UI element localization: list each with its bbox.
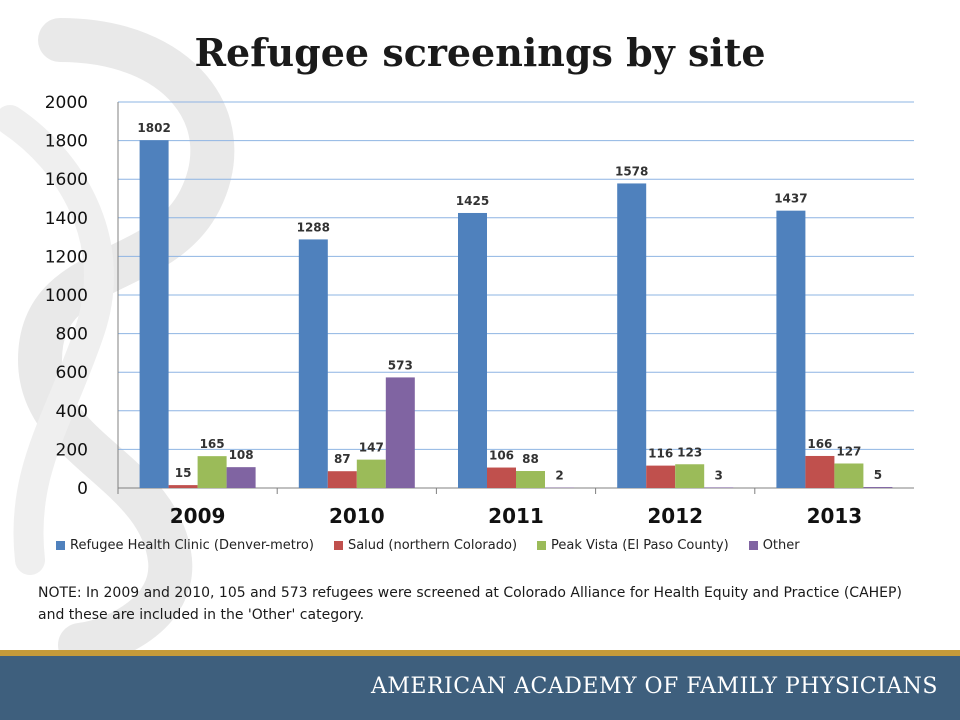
chart-note: NOTE: In 2009 and 2010, 105 and 573 refu…: [38, 585, 902, 623]
y-tick-label: 400: [56, 402, 88, 422]
slide-title: Refugee screenings by site: [194, 30, 766, 75]
data-label: 147: [359, 441, 384, 455]
data-label: 106: [489, 449, 514, 463]
x-tick-label: 2010: [329, 504, 385, 528]
bar: [197, 456, 227, 488]
bar: [487, 467, 516, 488]
data-label: 127: [836, 444, 861, 458]
caduceus-watermark-icon: [0, 18, 235, 650]
legend-label: Other: [762, 537, 800, 553]
data-label: 5: [874, 468, 882, 482]
data-label: 108: [229, 448, 254, 462]
bar: [805, 455, 835, 488]
data-labels: 1802 15 165 108 1288 87 147 573 1425 106 88 2 1578 11…: [137, 121, 882, 482]
x-tick-label: 2013: [807, 504, 863, 528]
data-label: 1437: [774, 192, 807, 206]
chart-legend: Refugee Health Clinic (Denver-metro) Sal…: [56, 536, 936, 554]
legend-swatch: [333, 540, 343, 550]
bar: [516, 471, 545, 488]
data-label: 573: [388, 358, 413, 372]
legend-label: Salud (northern Colorado): [347, 537, 518, 553]
footer-band: AMERICAN ACADEMY OF FAMILY PHYSICIANS: [0, 656, 960, 720]
chart-bars: [139, 140, 893, 489]
data-label: 2: [555, 469, 563, 483]
bar: [458, 212, 487, 488]
data-label: 1288: [297, 220, 330, 234]
y-tick-label: 1200: [45, 247, 88, 267]
x-tick-label: 2011: [488, 504, 544, 528]
bar-chart: 0 200 400 600 800 1000 1200 1400 1600 1800 2000 18…: [45, 93, 914, 528]
bar: [298, 239, 328, 488]
footer-accent-rule: [0, 650, 960, 656]
legend-item: Other: [748, 537, 800, 553]
bar: [226, 467, 256, 488]
y-tick-label: 1800: [45, 132, 88, 152]
bar: [617, 183, 647, 489]
legend-item: Peak Vista (El Paso County): [537, 538, 729, 553]
data-label: 116: [648, 447, 673, 461]
data-label: 1425: [456, 194, 489, 208]
data-label: 88: [522, 452, 539, 466]
y-tick-label: 1400: [45, 209, 88, 229]
y-axis-ticks: 0 200 400 600 800 1000 1200 1400 1600 1800 2000: [45, 93, 88, 499]
legend-label: Peak Vista (El Paso County): [551, 537, 729, 553]
data-label: 1578: [615, 164, 648, 178]
data-label: 123: [677, 445, 702, 459]
x-axis-ticks: 2009 2010 2011 2012 2013: [170, 504, 862, 528]
y-tick-label: 1000: [45, 286, 88, 306]
data-label: 87: [334, 452, 351, 466]
bar: [776, 210, 806, 488]
legend-swatch: [537, 540, 547, 550]
legend-item: Salud (northern Colorado): [333, 537, 518, 553]
organization-name: AMERICAN ACADEMY OF FAMILY PHYSICIANS: [370, 674, 938, 699]
data-label: 165: [200, 437, 225, 451]
bar: [646, 465, 676, 488]
data-label: 166: [807, 437, 832, 451]
y-tick-label: 800: [56, 325, 88, 345]
bar: [834, 463, 864, 488]
data-label: 3: [715, 468, 723, 482]
legend-item: Refugee Health Clinic (Denver-metro): [56, 538, 314, 553]
bar: [139, 140, 169, 489]
y-tick-label: 200: [56, 440, 88, 460]
data-label: 1802: [137, 121, 170, 135]
data-label: 15: [175, 466, 192, 480]
x-tick-label: 2009: [170, 504, 226, 528]
bar: [675, 464, 705, 488]
legend-swatch: [56, 540, 65, 550]
bar: [385, 377, 415, 488]
legend-label: Refugee Health Clinic (Denver-metro): [70, 537, 314, 553]
y-tick-label: 0: [77, 479, 88, 499]
bar: [327, 471, 357, 488]
bar: [863, 487, 893, 488]
x-tick-label: 2012: [647, 504, 703, 528]
y-tick-label: 600: [56, 363, 88, 383]
legend-swatch: [748, 540, 758, 550]
bar: [168, 485, 198, 488]
y-tick-label: 1600: [45, 170, 88, 190]
bar: [704, 487, 734, 488]
y-tick-label: 2000: [45, 93, 88, 113]
bar: [356, 459, 386, 488]
